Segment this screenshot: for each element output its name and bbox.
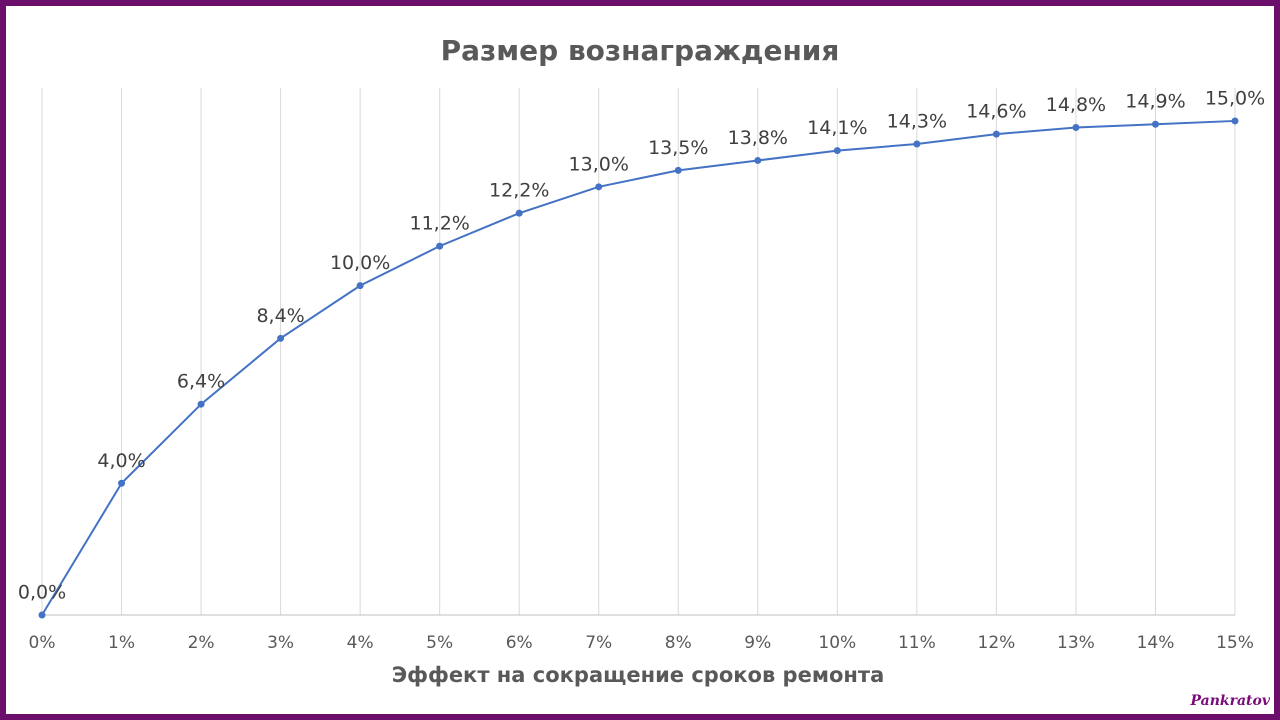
- data-point: [754, 156, 762, 164]
- series-line: [41, 119, 1236, 616]
- data-point: [913, 140, 921, 148]
- data-point: [118, 479, 126, 487]
- x-tick-label: 10%: [818, 633, 856, 653]
- signature: Pankratov: [1190, 693, 1271, 709]
- x-axis-title: Эффект на сокращение сроков ремонта: [392, 663, 885, 687]
- data-label: 12,2%: [489, 180, 549, 202]
- data-point: [515, 209, 523, 217]
- data-label: 6,4%: [177, 371, 225, 393]
- data-label: 14,1%: [807, 117, 867, 139]
- x-tick-label: 6%: [506, 633, 533, 653]
- chart-title: Размер вознаграждения: [441, 34, 840, 67]
- data-point: [1072, 124, 1080, 132]
- x-tick-label: 5%: [426, 633, 453, 653]
- data-point: [436, 242, 444, 250]
- data-point: [595, 183, 603, 191]
- data-label: 0,0%: [18, 582, 66, 604]
- data-label: 14,3%: [887, 110, 947, 132]
- data-label: 8,4%: [256, 305, 304, 327]
- x-tick-label: 7%: [585, 633, 612, 653]
- data-point: [674, 166, 682, 174]
- x-tick-label: 9%: [744, 633, 771, 653]
- x-tick-label: 12%: [978, 633, 1016, 653]
- x-tick-label: 8%: [665, 633, 692, 653]
- data-point: [197, 400, 205, 408]
- data-label: 14,9%: [1125, 91, 1185, 113]
- data-label: 4,0%: [97, 450, 145, 472]
- data-label: 10,0%: [330, 252, 390, 274]
- data-label: 13,5%: [648, 137, 708, 159]
- data-point: [833, 147, 841, 155]
- x-tick-label: 15%: [1216, 633, 1254, 653]
- data-point: [277, 334, 285, 342]
- data-label: 13,0%: [569, 153, 629, 175]
- data-point: [356, 282, 364, 290]
- x-tick-label: 13%: [1057, 633, 1095, 653]
- data-point: [1231, 117, 1239, 125]
- data-point: [1151, 120, 1159, 128]
- data-label: 13,8%: [728, 127, 788, 149]
- x-tick-label: 14%: [1137, 633, 1175, 653]
- x-tick-label: 0%: [29, 633, 56, 653]
- data-label: 14,8%: [1046, 94, 1106, 116]
- x-tick-label: 3%: [267, 633, 294, 653]
- data-point: [992, 130, 1000, 138]
- data-label: 15,0%: [1205, 87, 1265, 109]
- data-point: [38, 611, 46, 619]
- data-label: 11,2%: [409, 213, 469, 235]
- x-tick-label: 4%: [347, 633, 374, 653]
- x-tick-label: 11%: [898, 633, 936, 653]
- x-tick-label: 1%: [108, 633, 135, 653]
- data-label: 14,6%: [966, 101, 1026, 123]
- x-tick-label: 2%: [188, 633, 215, 653]
